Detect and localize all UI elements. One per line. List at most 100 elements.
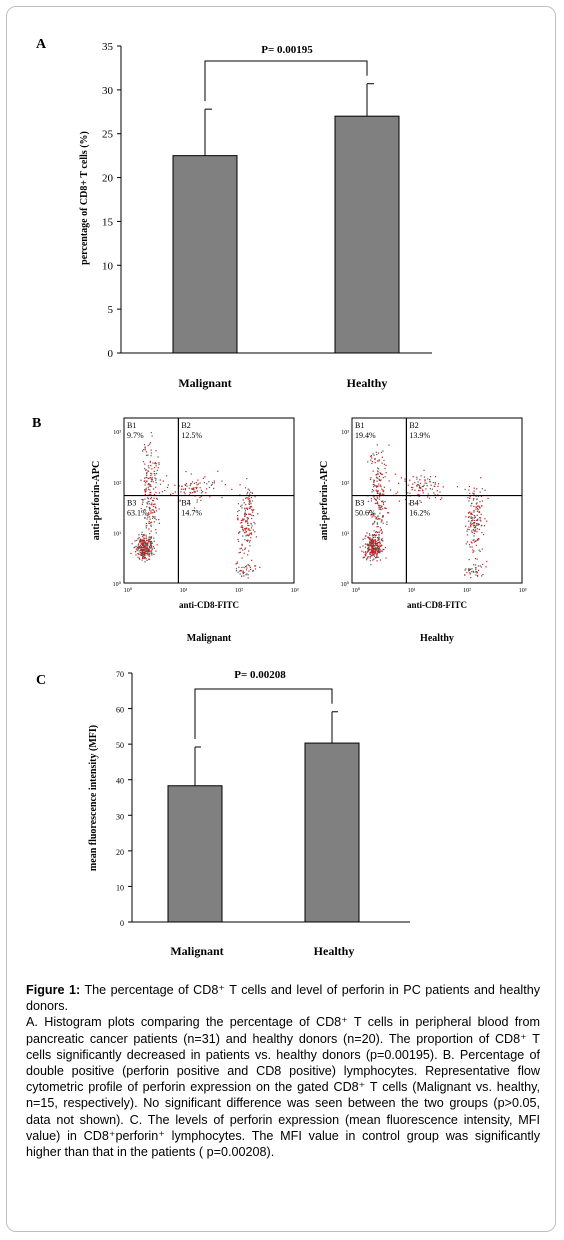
flow-event-dot bbox=[196, 501, 198, 503]
flow-event-dot bbox=[377, 551, 379, 553]
flow-event-dot bbox=[148, 558, 150, 560]
flow-event-dot bbox=[246, 493, 248, 495]
flow-event-dot bbox=[473, 535, 475, 537]
flow-event-dot bbox=[431, 488, 433, 490]
flow-event-dot bbox=[371, 543, 373, 545]
flow-event-dot bbox=[151, 517, 154, 519]
flow-event-dot bbox=[143, 544, 145, 546]
flow-event-dot bbox=[412, 487, 414, 489]
flow-event-dot bbox=[149, 443, 151, 445]
flow-event-dot bbox=[476, 510, 479, 512]
flow-event-dot bbox=[144, 446, 146, 448]
flow-event-dot bbox=[143, 537, 145, 539]
flow-event-dot bbox=[253, 521, 255, 524]
flow-event-dot bbox=[365, 551, 367, 553]
flow-event-dot bbox=[379, 550, 381, 552]
flow-event-dot bbox=[386, 523, 388, 525]
flow-event-dot bbox=[371, 460, 374, 463]
flow-event-dot bbox=[148, 546, 151, 548]
flow-event-dot bbox=[213, 482, 215, 484]
flow-event-dot bbox=[180, 488, 183, 490]
flow-event-dot bbox=[478, 538, 480, 540]
flow-event-dot bbox=[141, 535, 144, 538]
flow-event-dot bbox=[417, 489, 420, 492]
flow-event-dot bbox=[380, 451, 383, 454]
flow-event-dot bbox=[472, 517, 474, 519]
flow-event-dot bbox=[416, 478, 418, 480]
flow-event-dot bbox=[141, 503, 144, 505]
flow-event-dot bbox=[241, 504, 243, 506]
flow-event-dot bbox=[149, 522, 151, 525]
flow-event-dot bbox=[373, 533, 375, 536]
flow-event-dot bbox=[476, 558, 478, 560]
flow-event-dot bbox=[375, 489, 377, 491]
flow-event-dot bbox=[146, 559, 148, 562]
flow-event-dot bbox=[149, 485, 151, 487]
flow-event-dot bbox=[150, 431, 152, 434]
flow-event-dot bbox=[244, 510, 247, 512]
flow-event-dot bbox=[370, 455, 373, 457]
flow-x-tick-label: 10³ bbox=[519, 588, 527, 594]
flow-event-dot bbox=[383, 459, 385, 462]
panel-a-bar-healthy bbox=[334, 115, 400, 354]
flow-x-axis-label: anti-CD8-FITC bbox=[407, 600, 467, 610]
flow-event-dot bbox=[480, 517, 482, 519]
flow-event-dot bbox=[242, 519, 244, 521]
flow-event-dot bbox=[476, 508, 478, 510]
flow-y-axis-label: anti-perforin-APC bbox=[319, 461, 330, 540]
flow-event-dot bbox=[150, 455, 152, 457]
flow-event-dot bbox=[141, 550, 143, 552]
flow-event-dot bbox=[247, 517, 250, 519]
flow-event-dot bbox=[144, 550, 146, 552]
flow-event-dot bbox=[378, 496, 381, 498]
flow-event-dot bbox=[470, 521, 472, 523]
flow-event-dot bbox=[476, 519, 479, 521]
flow-event-dot bbox=[144, 447, 146, 449]
flow-event-dot bbox=[145, 490, 147, 492]
panel-c-chart: 0 10 20 30 40 50 60 70 bbox=[116, 670, 410, 928]
flow-event-dot bbox=[246, 528, 248, 530]
flow-event-dot bbox=[380, 529, 383, 531]
flow-event-dot bbox=[420, 486, 422, 489]
flow-event-dot bbox=[429, 488, 431, 490]
flow-event-dot bbox=[152, 462, 154, 464]
flow-event-dot bbox=[143, 477, 146, 479]
flow-event-dot bbox=[244, 529, 246, 531]
flow-event-dot bbox=[156, 469, 158, 472]
flow-event-dot bbox=[369, 548, 371, 551]
flow-event-dot bbox=[208, 481, 210, 483]
flow-event-dot bbox=[378, 492, 380, 494]
flow-event-dot bbox=[137, 556, 139, 558]
flow-event-dot bbox=[149, 552, 151, 554]
flow-event-dot bbox=[464, 574, 466, 576]
flow-event-dot bbox=[472, 539, 474, 541]
flow-event-dot bbox=[469, 568, 472, 570]
flow-event-dot bbox=[253, 509, 255, 511]
flow-event-dot bbox=[475, 569, 477, 571]
flow-event-dot bbox=[373, 490, 375, 492]
flow-event-dot bbox=[143, 468, 146, 470]
flow-event-dot bbox=[170, 493, 172, 496]
panel-a-y-tick-label: 30 bbox=[102, 85, 114, 97]
flow-event-dot bbox=[375, 557, 377, 559]
flow-event-dot bbox=[191, 481, 194, 483]
flow-event-dot bbox=[149, 493, 151, 495]
flow-event-dot bbox=[139, 540, 141, 542]
flow-event-dot bbox=[183, 491, 185, 493]
flow-event-dot bbox=[420, 501, 422, 503]
flow-event-dot bbox=[167, 484, 169, 486]
flow-event-dot bbox=[249, 507, 251, 509]
flow-event-dot bbox=[147, 516, 149, 518]
flow-event-dot bbox=[238, 509, 240, 512]
flow-event-dot bbox=[400, 477, 403, 479]
flow-event-dot bbox=[372, 540, 374, 543]
flow-event-dot bbox=[486, 520, 488, 522]
flow-event-dot bbox=[180, 491, 182, 493]
flow-event-dot bbox=[419, 479, 421, 481]
flow-event-dot bbox=[172, 492, 174, 495]
flow-event-dot bbox=[468, 485, 471, 488]
flow-event-dot bbox=[474, 522, 476, 524]
flow-event-dot bbox=[426, 485, 428, 487]
flow-event-dot bbox=[472, 551, 474, 553]
flow-event-dot bbox=[364, 546, 367, 548]
